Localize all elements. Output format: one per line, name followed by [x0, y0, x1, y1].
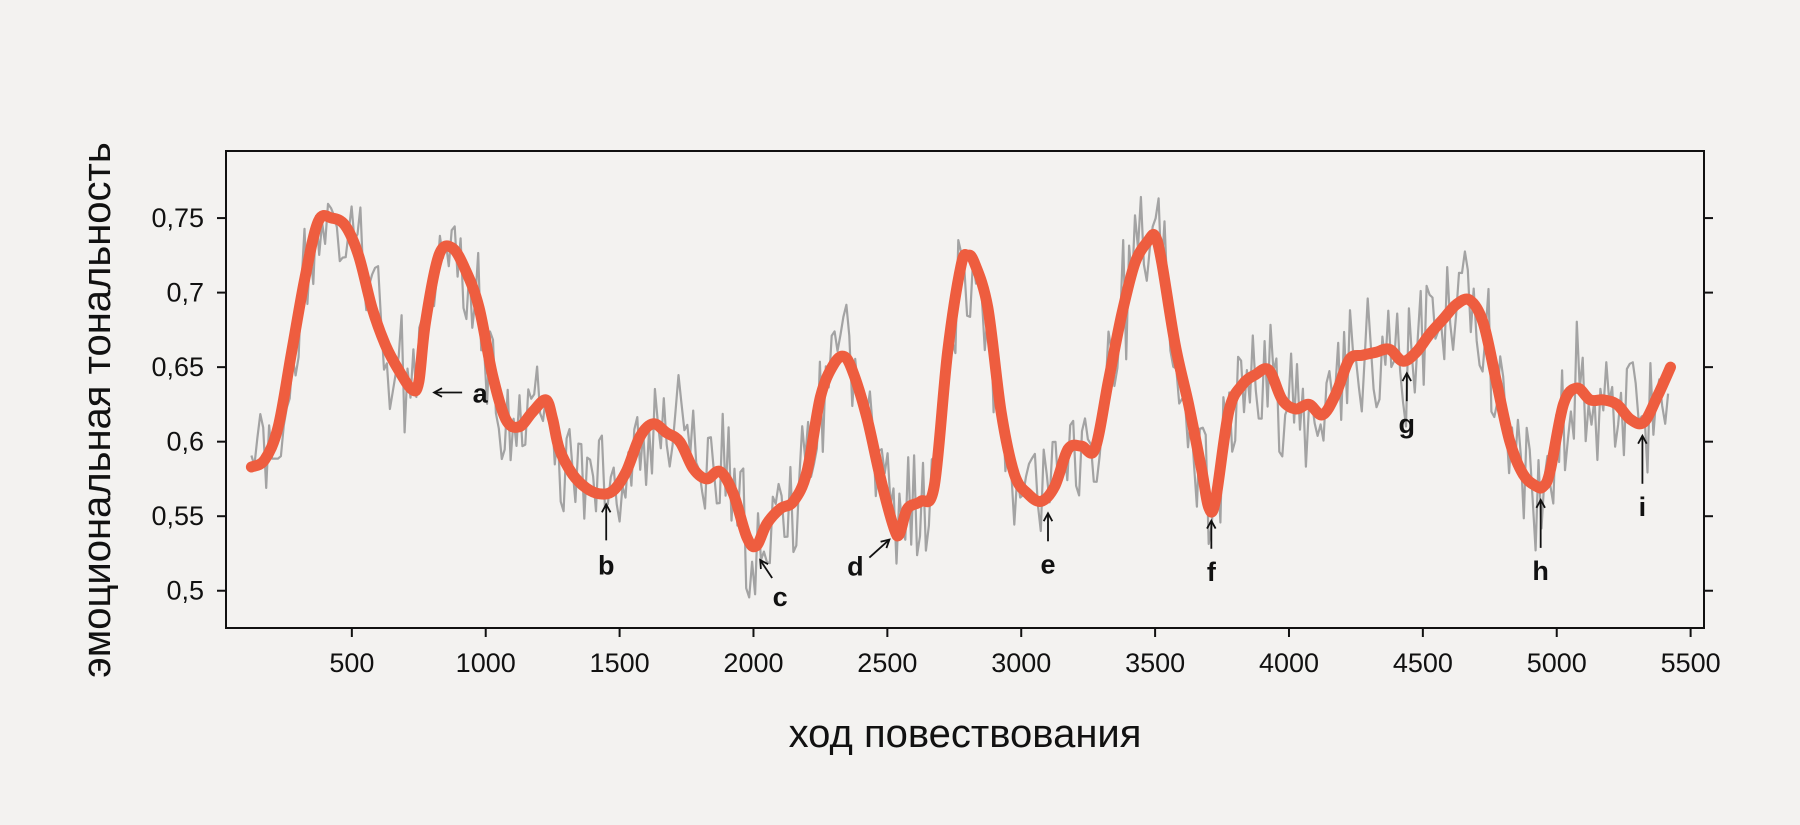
x-tick-label: 500 [329, 648, 374, 678]
x-tick-label: 3500 [1125, 648, 1185, 678]
annotation-arrowhead [880, 538, 891, 549]
y-tick-label: 0,7 [166, 278, 204, 308]
x-tick-label: 3000 [991, 648, 1051, 678]
y-tick-label: 0,55 [151, 501, 204, 531]
y-tick-label: 0,6 [166, 427, 204, 457]
x-tick-label: 1500 [590, 648, 650, 678]
annotation-label: c [773, 582, 788, 612]
x-tick-label: 4000 [1259, 648, 1319, 678]
x-tick-label: 5000 [1527, 648, 1587, 678]
x-axis: 500 1000 1500 2000 2500 3000 3500 4000 4500 5000 5… [329, 628, 1721, 678]
annotation-arrowhead [432, 387, 443, 398]
raw-series-layer [250, 195, 1670, 599]
annotation-label: i [1639, 492, 1647, 522]
annotation-arrowhead [759, 558, 769, 570]
raw-sentiment-line [250, 195, 1670, 599]
annotation-arrowhead [1206, 518, 1217, 530]
annotation-b: b [598, 502, 615, 580]
annotation-h: h [1532, 498, 1549, 586]
annotation-label: d [847, 552, 864, 582]
x-tick-label: 5500 [1661, 648, 1721, 678]
annotation-label: a [473, 378, 489, 408]
annotation-layer: a b c d e f g h i [432, 371, 1648, 612]
x-tick-label: 2500 [857, 648, 917, 678]
annotation-i: i [1637, 433, 1648, 522]
y-tick-label: 0,5 [166, 576, 204, 606]
y-tick-label: 0,65 [151, 352, 204, 382]
annotation-label: f [1207, 557, 1217, 587]
x-tick-label: 4500 [1393, 648, 1453, 678]
annotation-a: a [432, 378, 489, 408]
smoothed-sentiment-line [245, 210, 1676, 553]
y-tick-label: 0,75 [151, 203, 204, 233]
annotation-g: g [1399, 371, 1416, 439]
annotation-arrowhead [601, 502, 612, 513]
annotation-label: b [598, 550, 615, 580]
annotation-arrow [868, 538, 890, 559]
plot-frame [225, 150, 1705, 629]
annotation-label: h [1532, 556, 1549, 586]
y-axis-title: эмоциональная тональность [75, 142, 119, 677]
annotation-e: e [1040, 511, 1056, 579]
smoothed-series-layer [245, 210, 1676, 553]
annotation-c: c [759, 558, 788, 612]
annotation-arrowhead [1535, 498, 1546, 509]
annotation-d: d [847, 538, 891, 582]
x-tick-label: 1000 [456, 648, 516, 678]
x-tick-label: 2000 [723, 648, 783, 678]
x-axis-title: ход повествования [789, 712, 1142, 756]
annotation-arrowhead [1401, 371, 1412, 382]
y-axis: 0,5 0,55 0,6 0,65 0,7 0,75 [151, 203, 1713, 606]
annotation-arrow [759, 559, 773, 579]
annotation-arrowhead [1042, 511, 1054, 522]
annotation-arrowhead [1637, 433, 1648, 445]
annotation-f: f [1206, 518, 1217, 587]
annotation-label: e [1040, 549, 1055, 579]
annotation-label: g [1399, 409, 1416, 439]
